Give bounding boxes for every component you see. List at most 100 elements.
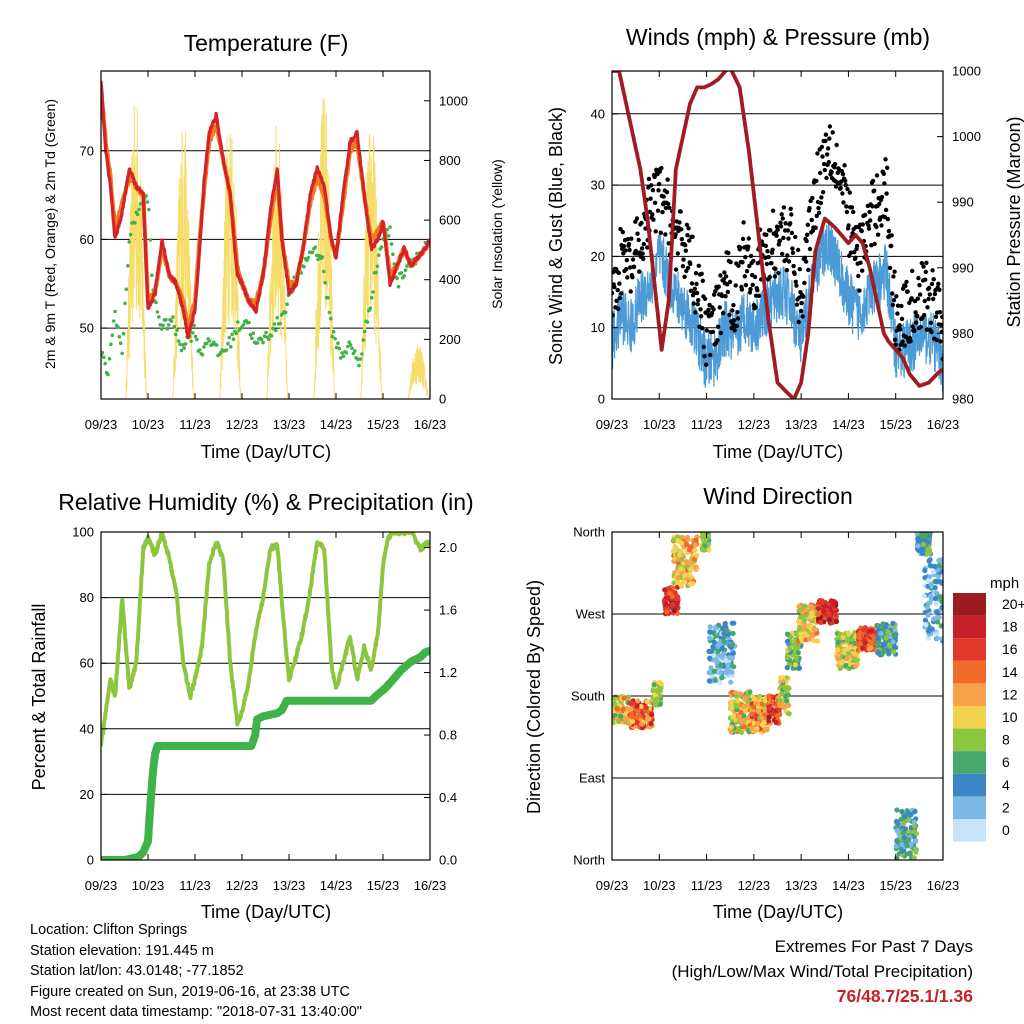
gust-point [704, 362, 709, 367]
dewpoint-point [316, 257, 320, 262]
plot-area [612, 532, 943, 860]
direction-point [671, 537, 677, 543]
direction-point [833, 618, 840, 625]
direction-point [612, 719, 615, 725]
direction-point [812, 627, 818, 633]
direction-point [693, 537, 699, 543]
direction-point [852, 651, 858, 657]
direction-point [934, 631, 940, 637]
gust-point [727, 279, 733, 285]
direction-point [754, 726, 760, 732]
gust-point [895, 303, 901, 308]
gust-point [665, 177, 670, 182]
direction-point [733, 703, 740, 709]
direction-point [762, 727, 769, 733]
dewpoint-point [369, 296, 374, 300]
direction-point [718, 670, 724, 676]
dewpoint-point [172, 324, 177, 329]
gust-point [826, 146, 831, 151]
gust-point [874, 173, 880, 178]
direction-point [891, 632, 897, 638]
gust-point [872, 241, 877, 247]
y-tick-label: 20 [80, 787, 94, 802]
humidity-y-label: Percent & Total Rainfall [29, 604, 49, 791]
direction-point [749, 725, 755, 732]
gust-point [765, 249, 770, 254]
direction-point [911, 819, 918, 825]
gust-point [894, 328, 899, 333]
dewpoint-point [396, 284, 401, 289]
gust-point [897, 323, 902, 328]
colorbar-label: 8 [1002, 732, 1010, 748]
dewpoint-point [306, 255, 311, 260]
x-tick-label: 13/23 [273, 417, 306, 432]
direction-point [766, 714, 772, 720]
dewpoint-point [338, 356, 343, 360]
direction-point [857, 635, 863, 641]
direction-point [629, 711, 635, 717]
x-tick-label: 11/23 [691, 878, 723, 893]
direction-point [684, 541, 690, 548]
colorbar-title: mph [990, 575, 1019, 592]
direction-point [875, 649, 881, 655]
direction-point [795, 650, 801, 656]
dewpoint-point [165, 326, 170, 331]
dewpoint-point [192, 323, 196, 328]
direction-point [901, 835, 907, 841]
gust-point [830, 130, 835, 135]
gust-point [667, 205, 672, 210]
direction-point [927, 557, 933, 563]
dewpoint-point [157, 315, 161, 319]
gust-point [936, 281, 941, 286]
direction-point [663, 601, 669, 607]
temp_2m-line [101, 80, 430, 340]
dewpoint-point [145, 200, 150, 204]
y-tick-label: 10 [591, 320, 605, 335]
y-tick-label: 20 [591, 249, 605, 264]
direction-point [669, 593, 675, 600]
direction-point [725, 662, 731, 668]
direction-point [654, 688, 660, 694]
gust-point [918, 324, 923, 330]
gust-point [628, 265, 633, 270]
gust-point [653, 229, 658, 234]
dewpoint-point [264, 330, 268, 335]
gust-point [895, 311, 900, 316]
gust-point [889, 233, 894, 238]
direction-point [721, 638, 727, 645]
dewpoint-point [336, 341, 340, 346]
direction-point [734, 698, 740, 704]
gust-point [637, 269, 642, 274]
gust-point [628, 289, 633, 294]
direction-point [913, 846, 919, 852]
gust-point [755, 288, 760, 293]
direction-point [860, 645, 866, 651]
gust-point [832, 162, 838, 167]
gust-point [707, 302, 712, 308]
direction-point [766, 693, 772, 699]
direction-point [692, 547, 698, 553]
gust-point [927, 285, 932, 291]
gust-point [923, 277, 928, 282]
dewpoint-point [392, 262, 397, 266]
gust-point [843, 178, 848, 183]
direction-point [717, 679, 723, 685]
insolation-line [101, 98, 430, 399]
gust-point [679, 237, 684, 242]
colorbar-swatch [953, 728, 986, 752]
dewpoint-point [274, 328, 278, 333]
gust-point [612, 284, 617, 290]
direction-point [938, 623, 943, 629]
gust-point [683, 248, 688, 253]
gust-point [704, 328, 709, 333]
direction-point [751, 696, 758, 702]
direction-point [898, 816, 904, 822]
gust-point [842, 163, 847, 168]
direction-point [729, 620, 735, 626]
gust-point [934, 337, 939, 343]
gust-point [650, 212, 655, 217]
gust-point [708, 352, 713, 358]
direction-point [840, 634, 846, 641]
direction-point [801, 617, 808, 623]
gust-point [691, 301, 696, 306]
